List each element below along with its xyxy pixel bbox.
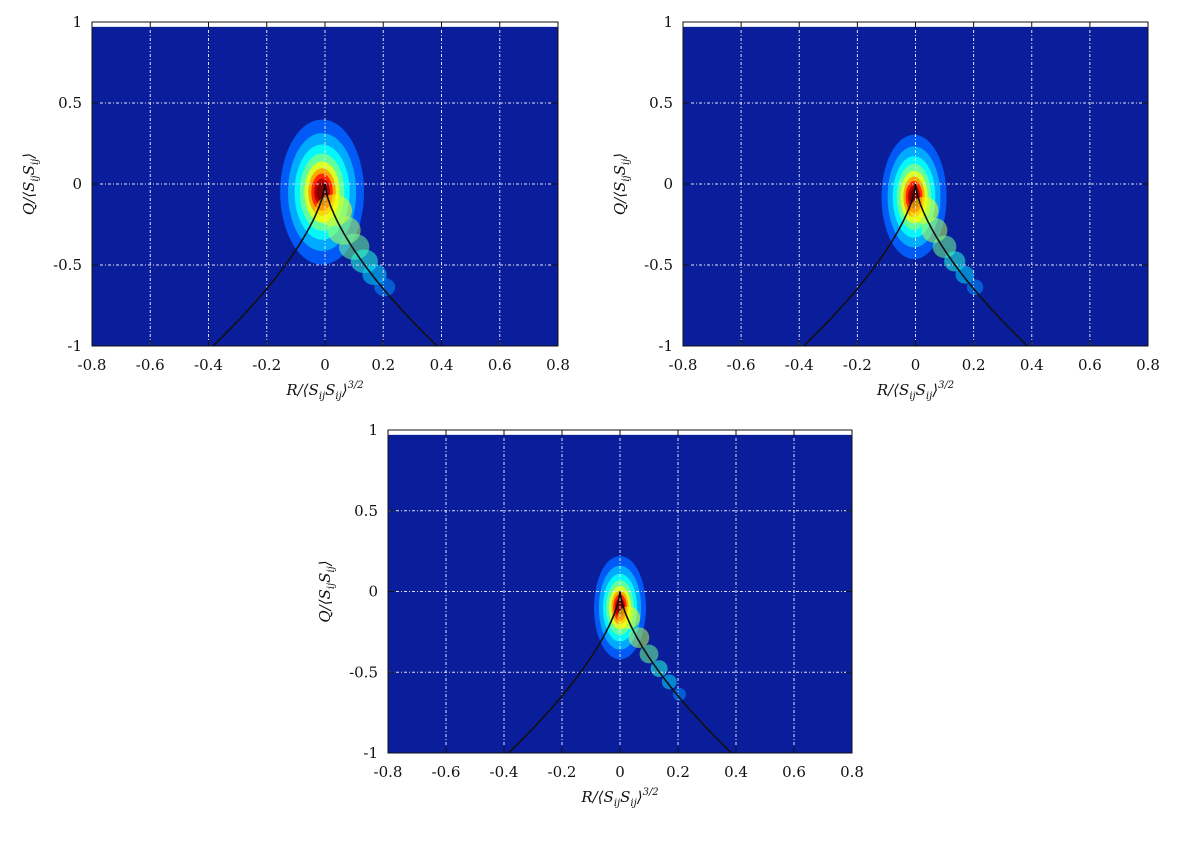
x-tick-label: 0.8 <box>840 763 864 781</box>
x-tick-label: -0.8 <box>374 763 403 781</box>
y-tick-label: 0.5 <box>354 502 378 520</box>
x-tick-label: -0.4 <box>194 356 223 374</box>
x-tick-label: -0.4 <box>785 356 814 374</box>
x-tick-label: 0.2 <box>666 763 690 781</box>
y-tick-label: -1 <box>67 337 82 355</box>
discriminant-curve <box>508 591 732 754</box>
x-axis-label: R/⟨SijSij⟩3/2 <box>876 380 954 402</box>
density-tail-6 <box>374 278 396 297</box>
y-tick-label: 0 <box>663 175 673 193</box>
y-tick-label: 1 <box>663 13 673 31</box>
y-tick-label: -1 <box>363 744 378 762</box>
x-tick-label: -0.8 <box>669 356 698 374</box>
x-tick-label: -0.8 <box>78 356 107 374</box>
x-tick-label: 0.4 <box>430 356 454 374</box>
y-tick-label: 0.5 <box>58 94 82 112</box>
x-tick-label: -0.4 <box>490 763 519 781</box>
x-tick-label: 0.2 <box>371 356 395 374</box>
x-tick-label: 0 <box>320 356 330 374</box>
x-tick-label: -0.2 <box>252 356 281 374</box>
y-tick-label: -0.5 <box>349 663 378 681</box>
density-tail-5 <box>661 674 677 690</box>
x-tick-label: 0.4 <box>1020 356 1044 374</box>
chart-panel-3: -0.8 -0.6 -0.4 -0.2 0 0.2 0.4 0.6 0.8 -1 -0.5 0 0.5 1… <box>316 421 864 809</box>
density-tail-2 <box>628 627 650 648</box>
x-tick-label: -0.6 <box>727 356 756 374</box>
y-tick-label: -0.5 <box>644 256 673 274</box>
x-tick-label: -0.2 <box>843 356 872 374</box>
discriminant-curve <box>803 183 1028 347</box>
x-tick-label: 0.6 <box>782 763 806 781</box>
x-tick-label: 0.6 <box>1078 356 1102 374</box>
chart-panel-2: -0.8 -0.6 -0.4 -0.2 0 0.2 0.4 0.6 0.8 -1 -0.5 0 0.5 1… <box>611 13 1160 402</box>
x-axis-label: R/⟨SijSij⟩3/2 <box>580 787 658 809</box>
y-tick-label: 1 <box>368 421 378 439</box>
y-tick-label: 0 <box>368 583 378 601</box>
y-axis-label: Q/⟨SijSij⟩ <box>20 153 41 215</box>
discriminant-curve <box>212 183 438 347</box>
y-axis-label: Q/⟨SijSij⟩ <box>316 560 337 622</box>
density-tail-5 <box>955 265 975 284</box>
x-tick-label: 0 <box>911 356 921 374</box>
x-tick-label: -0.6 <box>136 356 165 374</box>
x-tick-label: 0 <box>615 763 625 781</box>
x-tick-label: -0.2 <box>548 763 577 781</box>
density-tail-1 <box>909 196 939 224</box>
chart-panel-1: -0.8 -0.6 -0.4 -0.2 0 0.2 0.4 0.6 0.8 -1 -0.5 0 0.5 1… <box>20 13 570 402</box>
y-tick-label: -0.5 <box>53 256 82 274</box>
density-tail-6 <box>966 279 984 295</box>
density-tail-6 <box>672 687 686 701</box>
x-tick-label: 0.8 <box>1136 356 1160 374</box>
density-tail-4 <box>650 660 668 677</box>
y-tick-label: 1 <box>72 13 82 31</box>
density-tail-1 <box>617 606 641 630</box>
x-tick-label: -0.6 <box>432 763 461 781</box>
x-tick-label: 0.4 <box>724 763 748 781</box>
x-tick-label: 0.6 <box>488 356 512 374</box>
x-tick-label: 0.8 <box>546 356 570 374</box>
x-tick-label: 0.2 <box>962 356 986 374</box>
x-axis-label: R/⟨SijSij⟩3/2 <box>285 380 363 402</box>
y-tick-label: -1 <box>658 337 673 355</box>
y-tick-label: 0.5 <box>649 94 673 112</box>
y-axis-label: Q/⟨SijSij⟩ <box>611 153 632 215</box>
y-tick-label: 0 <box>72 175 82 193</box>
